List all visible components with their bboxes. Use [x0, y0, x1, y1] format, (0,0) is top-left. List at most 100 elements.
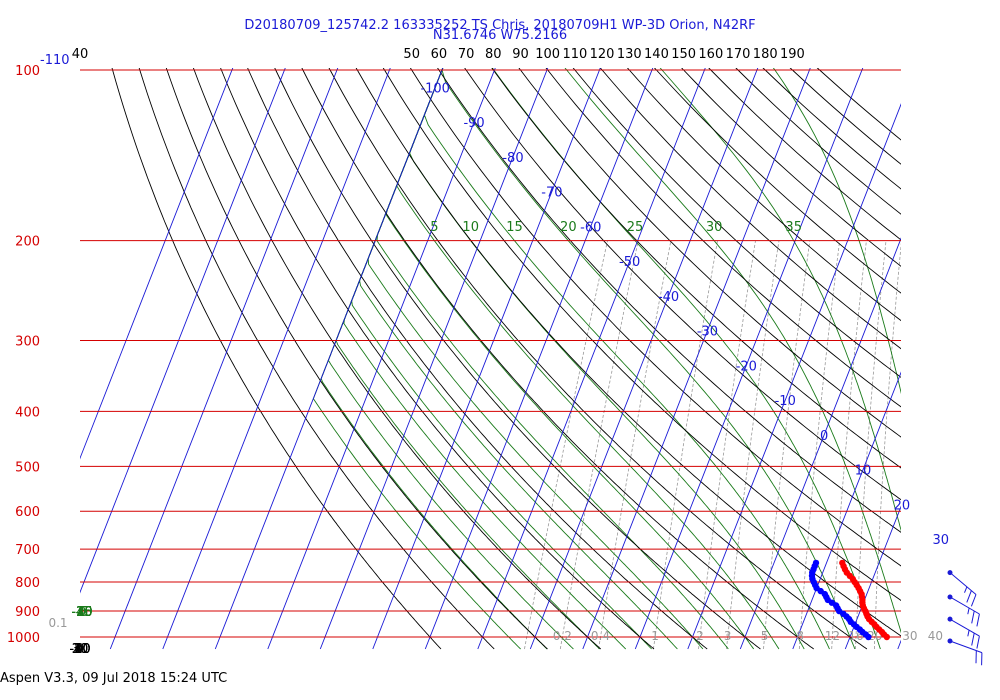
pressure-tick-label-600: 600 — [15, 505, 40, 520]
isotherm-label: -60 — [580, 220, 601, 235]
isotherm-label: 0 — [820, 429, 828, 444]
mixing-ratio-line — [831, 240, 867, 650]
dry-adiabat-top-label: 190 — [780, 47, 805, 62]
isotherm-line — [792, 371, 901, 650]
moist-adiabat-line — [423, 68, 830, 650]
isotherm-label: -20 — [736, 359, 757, 374]
wind-barb-flag — [971, 610, 975, 624]
mixing-ratio-line — [698, 240, 756, 650]
wind-barb — [947, 638, 983, 666]
moist-adiabat-top-label: 35 — [785, 220, 802, 235]
moist-adiabat-top-label: 15 — [506, 220, 523, 235]
mixing-ratio-label: 8 — [796, 629, 804, 643]
isotherm-label: -50 — [619, 255, 640, 270]
isotherm-line — [844, 505, 901, 650]
moist-adiabat-top-label: 25 — [627, 220, 644, 235]
moist-adiabat-top-label: 10 — [462, 220, 479, 235]
dry-adiabat-top-label: 180 — [753, 47, 778, 62]
dry-adiabat-line — [409, 68, 901, 567]
mixing-ratio-line — [798, 240, 840, 650]
moist-adiabat-line — [376, 68, 729, 650]
isotherm-label: -110 — [40, 53, 70, 68]
moist-adiabat-left-label: -15 — [71, 605, 92, 620]
isotherm-label: 30 — [933, 533, 950, 548]
mixing-ratio-line — [910, 241, 931, 649]
mixing-ratio-label: 12 — [825, 629, 840, 643]
isotherm-line — [109, 68, 339, 650]
isotherm-line — [319, 68, 549, 650]
dry-adiabat-line — [599, 68, 901, 350]
moist-adiabat-left-label: -5 — [76, 605, 89, 620]
isotherm-line — [477, 68, 706, 650]
pressure-tick-label-400: 400 — [15, 405, 40, 420]
mixing-ratio-label: 40 — [928, 629, 943, 643]
moist-adiabat-line — [659, 68, 901, 532]
dry-adiabat-line — [301, 68, 814, 650]
isotherm-label: -10 — [775, 394, 796, 409]
grid-labels: 1002003004005006007008009001000-110-100-… — [7, 47, 949, 657]
dry-adiabat-top-label: 160 — [698, 47, 723, 62]
dry-adiabat-line — [491, 68, 901, 469]
moist-adiabat-left-label: -25 — [71, 605, 92, 620]
dry-adiabat-line — [220, 68, 655, 650]
moist-adiabat-left-label: -10 — [71, 605, 92, 620]
dry-adiabat-line — [138, 68, 495, 650]
moist-adiabat-line — [772, 68, 901, 395]
mixing-ratio-label: 0.2 — [553, 629, 572, 643]
chart-title-line2: N31.6746 W75.2166 — [433, 28, 567, 43]
chart-title-line1: D20180709_125742.2 163335252 TS Chris, 2… — [244, 18, 755, 33]
mixing-ratio-line — [726, 240, 780, 650]
footer-version-timestamp: Aspen V3.3, 09 Jul 2018 15:24 UTC — [0, 671, 227, 686]
wind-barbs — [947, 570, 983, 666]
mixing-ratio-label: 0.4 — [591, 629, 610, 643]
wind-barb-half-flag — [967, 607, 970, 615]
dry-adiabat-top-label: 60 — [431, 47, 448, 62]
mixing-ratio-line — [559, 240, 639, 650]
isotherm-line — [80, 68, 286, 594]
pressure-tick-label-800: 800 — [15, 576, 40, 591]
wind-barb — [947, 594, 980, 627]
wind-barb-flag — [970, 594, 977, 607]
isotherm-line — [214, 68, 444, 650]
mixing-ratio-label: 30 — [902, 629, 917, 643]
isotherm-label: -40 — [658, 290, 679, 305]
mixing-ratio-label: 3 — [724, 629, 732, 643]
isotherm-line — [897, 639, 901, 650]
isotherm-label: -90 — [463, 116, 484, 131]
isotherm-line — [372, 68, 601, 650]
isotherm-line — [582, 68, 811, 650]
moist-adiabat-left-label: 0 — [78, 605, 86, 620]
dry-adiabat-left-label: -40 — [69, 642, 90, 657]
mixing-ratio-label: 0.1 — [48, 616, 67, 630]
dry-adiabat-line — [247, 68, 708, 650]
dry-adiabat-top-label: 90 — [512, 47, 529, 62]
dry-adiabat-left-label: -20 — [69, 642, 90, 657]
dry-adiabat-top-label: 70 — [458, 47, 475, 62]
dry-adiabat-top-label: 120 — [590, 47, 615, 62]
moist-adiabat-top-label: 30 — [706, 220, 723, 235]
isotherm-line — [634, 68, 864, 650]
dry-adiabat-line — [626, 68, 901, 322]
moist-adiabat-line — [359, 68, 678, 650]
dry-adiabat-top-label: 150 — [671, 47, 696, 62]
dry-adiabat-top-label: 110 — [562, 47, 587, 62]
wind-barb-flag — [976, 636, 980, 649]
dry-adiabat-top-label: 140 — [644, 47, 669, 62]
pressure-tick-label-300: 300 — [15, 335, 40, 350]
moist-adiabat-line — [367, 68, 704, 650]
mixing-ratio-label: 1 — [651, 629, 659, 643]
mixing-ratio-line — [598, 240, 672, 650]
wind-barb-flag — [966, 590, 972, 603]
moist-adiabat-top-label: 5 — [430, 220, 438, 235]
dry-adiabat-line — [518, 68, 901, 438]
mixing-ratio-label: 5 — [761, 629, 769, 643]
dry-adiabat-line — [328, 68, 868, 650]
isotherm-label: -70 — [541, 186, 562, 201]
mixing-ratio-line — [855, 240, 887, 650]
dry-adiabat-line — [437, 68, 901, 533]
dry-adiabats — [111, 68, 901, 650]
dry-adiabat-left-label: 0 — [76, 642, 84, 657]
dry-adiabat-top-label: 40 — [72, 47, 89, 62]
moist-adiabats — [312, 68, 901, 650]
dry-adiabat-line — [735, 68, 901, 215]
